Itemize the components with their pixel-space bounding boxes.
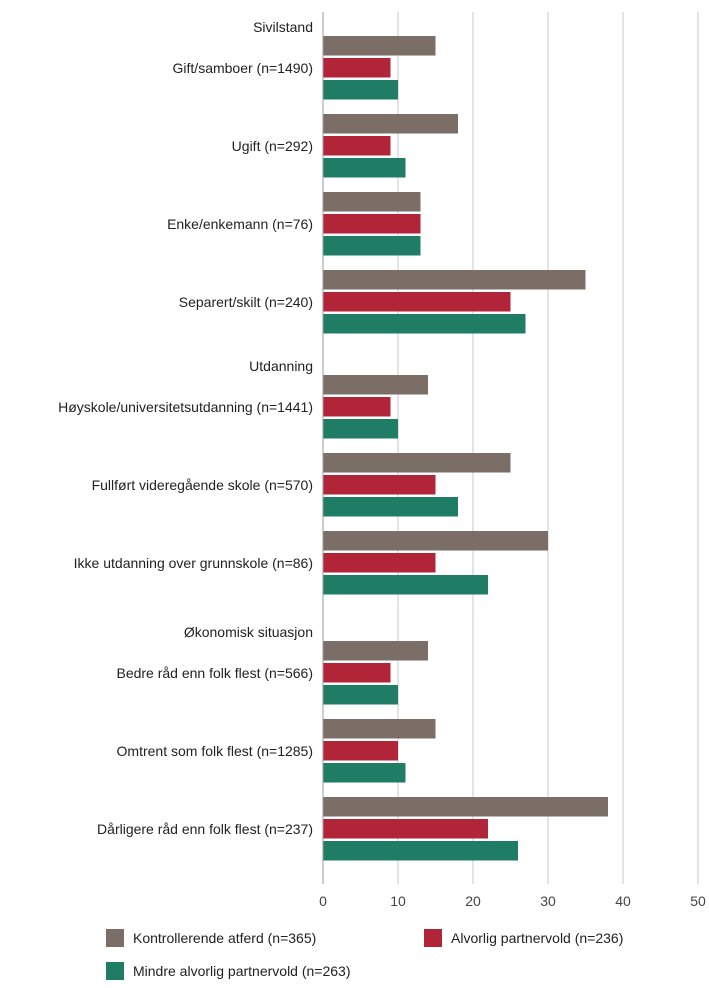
bar <box>323 763 406 783</box>
bar <box>323 236 421 256</box>
category-label: Omtrent som folk flest (n=1285) <box>117 743 313 759</box>
bar <box>323 158 406 178</box>
bar <box>323 58 391 78</box>
category-label: Høyskole/universitetsutdanning (n=1441) <box>58 399 313 415</box>
bar <box>323 497 458 517</box>
legend-label-kontrollerende: Kontrollerende atferd (n=365) <box>133 930 317 946</box>
legend-item-kontrollerende: Kontrollerende atferd (n=365) <box>106 929 316 947</box>
x-tick-label: 20 <box>465 893 481 909</box>
bar <box>323 553 436 573</box>
legend-swatch-alvorlig <box>424 929 442 947</box>
bar <box>323 419 398 439</box>
bar <box>323 36 436 56</box>
bars <box>323 36 608 861</box>
bar <box>323 741 398 761</box>
legend-label-mindre-alvorlig: Mindre alvorlig partnervold (n=263) <box>133 963 351 979</box>
x-tick-labels: 0 10 20 30 40 50 <box>319 893 706 909</box>
category-label: Bedre råd enn folk flest (n=566) <box>116 665 313 681</box>
legend-label-alvorlig: Alvorlig partnervold (n=236) <box>451 930 624 946</box>
x-tick-label: 30 <box>540 893 556 909</box>
bar <box>323 80 398 100</box>
x-tick-label: 0 <box>319 893 327 909</box>
category-label: Separert/skilt (n=240) <box>179 294 313 310</box>
bar <box>323 475 436 495</box>
group-header: Sivilstand <box>253 19 313 35</box>
bar <box>323 292 511 312</box>
x-tick-label: 10 <box>390 893 406 909</box>
category-label: Enke/enkemann (n=76) <box>167 216 313 232</box>
bar <box>323 375 428 395</box>
bar <box>323 685 398 705</box>
category-label: Dårligere råd enn folk flest (n=237) <box>97 821 313 837</box>
bar <box>323 397 391 417</box>
bar <box>323 663 391 683</box>
bar <box>323 214 421 234</box>
bar <box>323 575 488 595</box>
bar <box>323 114 458 134</box>
legend-swatch-kontrollerende <box>106 929 124 947</box>
bar <box>323 719 436 739</box>
group-header: Økonomisk situasjon <box>184 624 313 640</box>
bar <box>323 531 548 551</box>
group-header: Utdanning <box>249 358 313 374</box>
category-label: Fullført videregående skole (n=570) <box>92 477 313 493</box>
bar <box>323 797 608 817</box>
bar <box>323 270 586 290</box>
group-headers: Sivilstand Utdanning Økonomisk situasjon <box>184 19 313 640</box>
category-label: Gift/samboer (n=1490) <box>173 60 313 76</box>
x-tick-label: 40 <box>615 893 631 909</box>
bar <box>323 453 511 473</box>
bar <box>323 641 428 661</box>
bar <box>323 314 526 334</box>
gridlines <box>322 12 699 884</box>
category-labels: Gift/samboer (n=1490) Ugift (n=292) Enke/e… <box>58 60 313 837</box>
legend-swatch-mindre-alvorlig <box>106 962 124 980</box>
legend-item-mindre-alvorlig: Mindre alvorlig partnervold (n=263) <box>106 962 351 980</box>
x-tick-label: 50 <box>690 893 706 909</box>
legend-item-alvorlig: Alvorlig partnervold (n=236) <box>424 929 623 947</box>
category-label: Ugift (n=292) <box>232 138 313 154</box>
bar <box>323 819 488 839</box>
category-label: Ikke utdanning over grunnskole (n=86) <box>74 555 313 571</box>
bar <box>323 841 518 861</box>
bar <box>323 136 391 156</box>
bar <box>323 192 421 212</box>
